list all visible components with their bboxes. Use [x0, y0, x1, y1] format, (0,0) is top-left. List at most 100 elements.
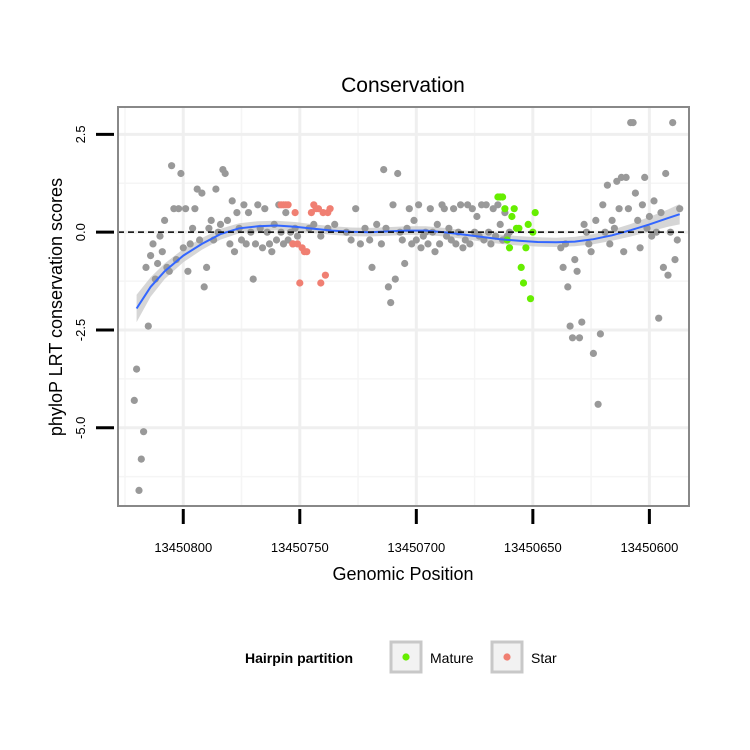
legend-label-mature: Mature	[430, 650, 474, 666]
data-point-other	[158, 248, 166, 256]
data-point-other	[662, 169, 670, 178]
data-point-other	[368, 263, 376, 271]
data-point-other	[140, 428, 148, 436]
data-point-other	[610, 224, 619, 232]
data-point-other	[377, 240, 385, 248]
data-point-other	[184, 267, 192, 275]
data-point-other	[575, 334, 584, 342]
legend-label-star: Star	[531, 650, 557, 666]
data-point-other	[352, 205, 360, 213]
data-point-other	[196, 236, 204, 244]
data-point-other	[177, 169, 185, 178]
data-point-other	[382, 224, 390, 232]
data-point-mature	[510, 205, 518, 213]
data-point-other	[200, 283, 208, 291]
data-point-other	[631, 189, 640, 197]
data-point-other	[424, 240, 432, 248]
data-point-other	[198, 189, 206, 197]
data-point-other	[568, 334, 577, 342]
data-point-other	[452, 240, 460, 248]
data-point-other	[450, 205, 458, 213]
data-point-other	[645, 212, 654, 221]
data-point-other	[172, 256, 180, 264]
data-point-other	[258, 244, 267, 252]
data-point-other	[457, 201, 465, 209]
data-point-other	[223, 216, 232, 224]
data-point-mature	[508, 212, 516, 221]
data-point-other	[650, 197, 658, 205]
data-point-other	[261, 205, 269, 213]
series-star	[277, 201, 334, 287]
legend: Hairpin partition Mature Star	[245, 640, 557, 674]
data-point-other	[624, 205, 633, 213]
data-point-other	[203, 263, 211, 271]
data-point-other	[401, 259, 409, 268]
x-tick-label: 13450650	[504, 540, 562, 555]
data-point-other	[310, 220, 318, 228]
data-point-other	[585, 240, 593, 248]
data-point-other	[669, 119, 677, 127]
data-point-other	[391, 275, 399, 283]
data-point-other	[594, 400, 602, 408]
data-point-other	[466, 240, 474, 248]
data-point-mature	[524, 220, 532, 228]
data-point-other	[459, 244, 467, 252]
data-point-other	[233, 209, 241, 217]
data-point-star	[326, 205, 334, 213]
data-point-star	[284, 201, 292, 209]
data-point-other	[212, 185, 220, 193]
data-point-other	[268, 248, 276, 256]
data-point-other	[641, 173, 649, 181]
data-point-other	[566, 322, 574, 330]
data-point-other	[263, 228, 271, 236]
data-point-other	[615, 205, 623, 213]
data-point-other	[496, 220, 504, 228]
x-tick-label: 13450750	[271, 540, 329, 555]
data-point-other	[659, 263, 668, 271]
data-point-other	[571, 256, 579, 264]
data-point-other	[265, 240, 274, 248]
data-point-other	[317, 232, 325, 240]
data-point-other	[494, 201, 502, 209]
data-point-other	[468, 205, 476, 213]
data-point-other	[207, 216, 215, 224]
data-point-other	[599, 201, 607, 209]
data-point-other	[587, 248, 595, 256]
data-point-other	[564, 283, 572, 291]
data-point-other	[601, 228, 609, 236]
data-point-other	[634, 216, 642, 224]
data-point-mature	[517, 263, 525, 271]
data-point-mature	[505, 244, 514, 252]
x-tick-label: 13450700	[387, 540, 445, 555]
data-point-star	[317, 279, 325, 287]
legend-dot-mature	[402, 653, 410, 661]
data-point-other	[221, 169, 229, 178]
data-point-other	[578, 318, 586, 326]
data-point-other	[638, 201, 647, 209]
data-point-other	[426, 205, 434, 213]
data-point-other	[142, 263, 150, 271]
data-point-other	[272, 236, 281, 244]
data-point-mature	[515, 224, 523, 232]
data-point-other	[147, 252, 155, 260]
data-point-other	[389, 201, 397, 209]
data-point-other	[130, 396, 138, 404]
legend-dot-star	[503, 653, 511, 661]
data-point-other	[622, 173, 630, 181]
y-tick-label: 0.0	[73, 223, 88, 241]
data-point-other	[445, 224, 453, 232]
data-point-star	[321, 271, 329, 279]
data-point-other	[636, 244, 644, 252]
data-point-other	[331, 220, 339, 228]
data-point-other	[433, 220, 441, 228]
data-point-other	[251, 240, 260, 248]
plot-background	[118, 107, 689, 506]
data-point-mature	[526, 295, 535, 303]
data-point-other	[186, 240, 194, 248]
data-point-other	[193, 185, 201, 193]
data-point-other	[228, 197, 236, 205]
data-point-other	[487, 240, 495, 248]
data-point-other	[137, 455, 145, 463]
data-point-other	[608, 216, 616, 224]
data-point-other	[671, 256, 679, 264]
